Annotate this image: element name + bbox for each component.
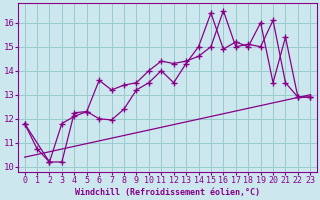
- X-axis label: Windchill (Refroidissement éolien,°C): Windchill (Refroidissement éolien,°C): [75, 188, 260, 197]
